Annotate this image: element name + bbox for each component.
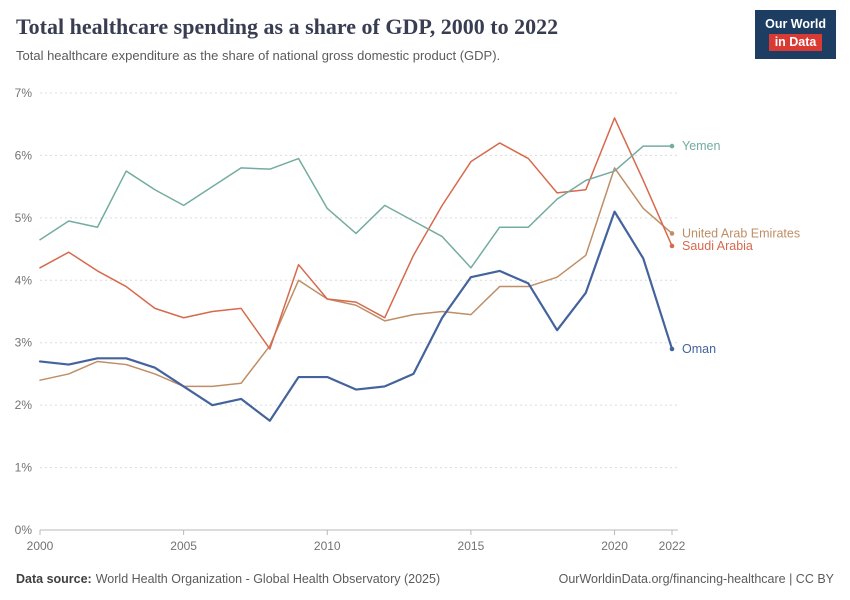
chart-subtitle: Total healthcare expenditure as the shar… [16, 48, 501, 64]
y-tick-label: 5% [15, 211, 33, 225]
y-tick-label: 0% [15, 523, 33, 537]
owid-logo[interactable]: Our World in Data [755, 10, 836, 59]
x-tick-label: 2022 [659, 539, 686, 553]
chart-header: Total healthcare spending as a share of … [16, 14, 730, 63]
series-label-united-arab-emirates[interactable]: United Arab Emirates [682, 226, 800, 240]
chart-canvas[interactable]: 0% 1% 2% 3% 4% 5% 6% 7% 2000 2005 2010 2015 2020 2022… [0, 85, 850, 555]
series-line-yemen[interactable] [39, 145, 673, 269]
chart-footer: Data source: World Health Organization - … [16, 572, 834, 586]
series-label-saudi-arabia[interactable]: Saudi Arabia [682, 239, 753, 253]
series-endpoint-yemen [669, 143, 675, 149]
y-tick-label: 4% [15, 273, 33, 287]
x-tick-label: 2010 [314, 539, 341, 553]
owid-logo-line2: in Data [768, 34, 823, 51]
series-endpoint-oman [669, 346, 675, 352]
y-tick-label: 3% [15, 336, 33, 350]
series-line-oman[interactable] [38, 210, 674, 422]
x-tick-label: 2015 [458, 539, 485, 553]
series-line-saudi-arabia[interactable] [39, 117, 673, 350]
plot-area[interactable]: 0% 1% 2% 3% 4% 5% 6% 7% 2000 2005 2010 2015 2020 2022… [0, 85, 850, 560]
owid-logo-line1: Our World [765, 17, 826, 31]
y-tick-label: 7% [15, 86, 33, 100]
credit-link[interactable]: OurWorldinData.org/financing-healthcare … [558, 572, 834, 586]
series-endpoint-united-arab-emirates [669, 231, 675, 236]
data-source: Data source: World Health Organization - … [16, 572, 440, 586]
x-tick-label: 2000 [27, 539, 54, 553]
data-source-label: Data source: [16, 572, 92, 586]
series-line-united-arab-emirates[interactable] [39, 167, 673, 388]
y-tick-label: 6% [15, 148, 33, 162]
x-tick-label: 2020 [601, 539, 628, 553]
series-label-oman[interactable]: Oman [682, 342, 716, 356]
series-endpoint-saudi-arabia [669, 243, 675, 249]
x-tick-label: 2005 [170, 539, 197, 553]
data-source-value: World Health Organization - Global Healt… [95, 572, 441, 586]
y-tick-label: 2% [15, 398, 33, 412]
series-label-yemen[interactable]: Yemen [682, 139, 721, 153]
chart-title: Total healthcare spending as a share of … [16, 14, 559, 39]
y-tick-label: 1% [15, 461, 33, 475]
